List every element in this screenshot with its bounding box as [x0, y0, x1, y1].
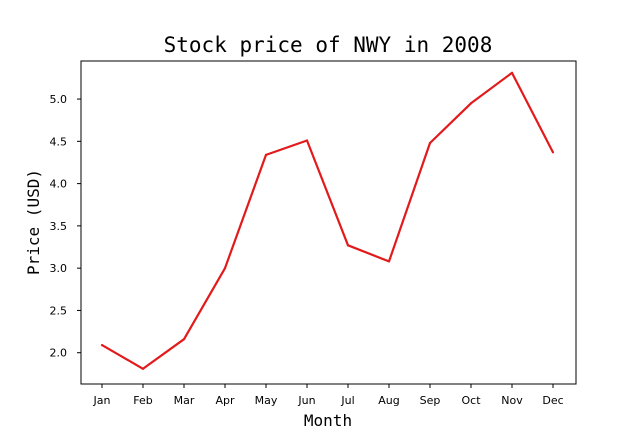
series-line: [101, 71, 554, 370]
series-group: [100, 71, 555, 370]
data-point: [469, 102, 473, 105]
x-tick-label: Aug: [378, 394, 399, 407]
y-tick-label: 5.0: [50, 93, 68, 106]
x-tick-label: Dec: [542, 394, 563, 407]
x-tick-label: Jul: [340, 394, 354, 407]
y-tick-label: 2.5: [50, 304, 68, 317]
chart-title: Stock price of NWY in 2008: [164, 33, 493, 57]
data-point: [305, 139, 309, 142]
data-point: [100, 344, 104, 347]
data-point: [346, 244, 350, 247]
data-point: [510, 71, 514, 74]
data-point: [551, 151, 555, 154]
data-point: [264, 153, 268, 156]
x-tick-label: Mar: [174, 394, 195, 407]
data-point: [141, 367, 145, 370]
y-tick-label: 3.5: [50, 220, 68, 233]
x-tick-label: Sep: [420, 394, 441, 407]
data-point: [182, 338, 186, 341]
x-tick-label: Feb: [133, 394, 152, 407]
x-axis: Jan Feb Mar Apr May Jun Jul Aug Sep Oct Nov Dec: [93, 384, 564, 407]
x-tick-label: Jan: [93, 394, 111, 407]
y-tick-label: 2.0: [50, 347, 68, 360]
x-tick-label: Apr: [215, 394, 235, 407]
y-tick-label: 3.0: [50, 262, 68, 275]
y-axis: 2.0 2.5 3.0 3.5 4.0 4.5 5.0: [50, 93, 81, 360]
x-tick-label: Oct: [461, 394, 481, 407]
x-tick-label: Nov: [501, 394, 523, 407]
y-tick-label: 4.5: [50, 135, 68, 148]
x-tick-label: May: [255, 394, 278, 407]
x-tick-label: Jun: [297, 394, 315, 407]
x-axis-label: Month: [304, 411, 352, 430]
data-point: [223, 267, 227, 270]
data-point: [387, 260, 391, 263]
plot-area: [80, 60, 577, 385]
data-point: [428, 141, 432, 145]
y-tick-label: 4.0: [50, 178, 68, 191]
y-axis-label: Price (USD): [24, 169, 43, 275]
